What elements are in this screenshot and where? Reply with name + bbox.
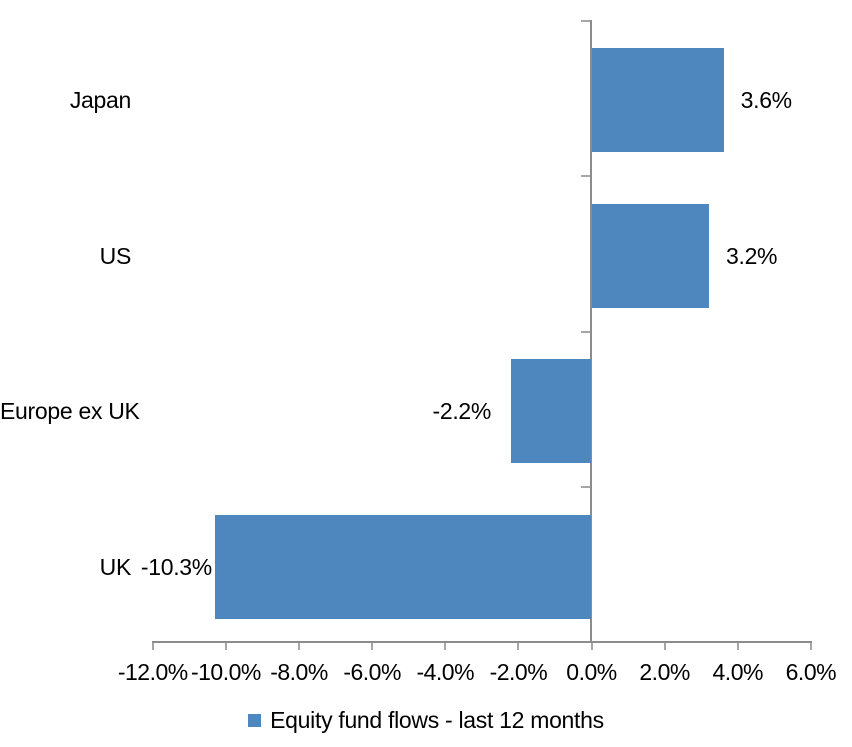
bar-japan	[592, 47, 724, 152]
x-axis-tick-label: -12.0%	[117, 659, 188, 685]
data-label-uk: -10.3%	[140, 554, 212, 581]
x-axis-tick	[151, 643, 154, 650]
legend: Equity fund flows - last 12 months	[0, 707, 852, 734]
x-axis-tick	[809, 643, 812, 650]
x-axis-tick-label: -4.0%	[416, 659, 475, 685]
data-label-us: 3.2%	[725, 242, 778, 269]
legend-label: Equity fund flows - last 12 months	[270, 707, 604, 733]
category-label-europe-ex-uk: Europe ex UK	[0, 398, 140, 425]
x-axis-line	[151, 641, 812, 643]
x-axis-tick	[371, 643, 374, 650]
x-axis-tick	[736, 643, 739, 650]
y-axis-tick	[581, 330, 590, 333]
y-axis-tick	[581, 174, 590, 177]
x-axis-tick-label: -8.0%	[270, 659, 328, 685]
x-axis-tick	[444, 643, 447, 650]
x-axis-tick	[224, 643, 227, 650]
x-axis-tick-label: -2.0%	[489, 659, 548, 685]
legend-series-marker-icon	[248, 714, 262, 727]
y-axis-tick	[581, 20, 590, 22]
x-axis-tick	[298, 643, 301, 650]
bar-us	[592, 203, 709, 308]
bar-europe-ex-uk	[511, 359, 592, 464]
y-axis-line	[590, 20, 592, 643]
x-axis-tick-label: 2.0%	[639, 659, 690, 685]
y-axis-tick	[581, 486, 590, 489]
x-axis-tick-label: -6.0%	[343, 659, 401, 685]
x-axis-tick-label: 4.0%	[712, 659, 764, 685]
x-axis-tick	[663, 643, 666, 650]
x-axis-tick	[590, 643, 593, 650]
category-label-japan: Japan	[69, 86, 131, 113]
x-axis-tick	[517, 643, 520, 650]
data-label-japan: 3.6%	[740, 86, 793, 113]
x-axis-tick-label: 0.0%	[566, 659, 617, 685]
category-label-us: US	[99, 242, 132, 269]
category-label-uk: UK	[99, 554, 132, 581]
data-label-europe-ex-uk: -2.2%	[432, 398, 492, 425]
x-axis-tick-label: -10.0%	[190, 659, 261, 685]
x-axis-tick-label: 6.0%	[785, 659, 837, 685]
bar-uk	[214, 515, 592, 620]
